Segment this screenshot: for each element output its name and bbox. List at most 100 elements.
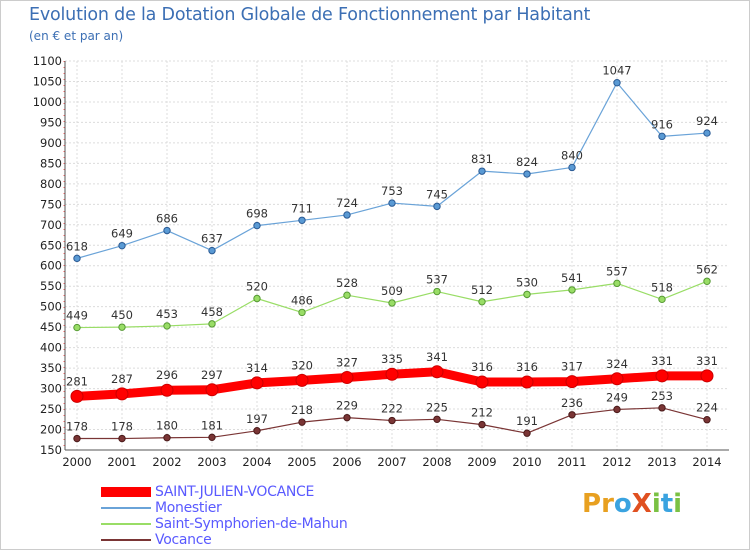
data-label: 317 xyxy=(561,360,583,374)
data-point xyxy=(700,369,714,383)
x-tick-label: 2010 xyxy=(512,455,541,469)
data-label: 840 xyxy=(561,148,583,162)
data-point xyxy=(475,375,489,389)
data-label: 320 xyxy=(291,358,313,372)
y-tick-label: 1000 xyxy=(33,95,62,109)
x-tick-label: 2004 xyxy=(242,455,271,469)
data-point xyxy=(388,299,396,307)
y-tick-label: 300 xyxy=(40,382,62,396)
y-tick-label: 400 xyxy=(40,341,62,355)
x-tick-label: 2001 xyxy=(107,455,136,469)
data-label: 924 xyxy=(696,114,718,128)
logo-letter: t xyxy=(660,489,674,519)
proxiti-logo: ProXiti xyxy=(582,489,682,519)
data-label: 224 xyxy=(696,401,718,415)
x-tick-label: 2014 xyxy=(692,455,721,469)
data-label: 335 xyxy=(381,352,403,366)
data-label: 178 xyxy=(66,420,88,434)
legend-item: Vocance xyxy=(101,532,347,548)
data-label: 512 xyxy=(471,283,493,297)
data-label: 649 xyxy=(111,227,133,241)
data-label: 530 xyxy=(516,275,538,289)
y-tick-label: 700 xyxy=(40,218,62,232)
data-point xyxy=(703,277,711,285)
data-label: 724 xyxy=(336,196,358,210)
data-point xyxy=(478,298,486,306)
data-label: 486 xyxy=(291,293,313,307)
legend-item: Saint-Symphorien-de-Mahun xyxy=(101,516,348,532)
data-point xyxy=(568,411,576,419)
data-label: 450 xyxy=(111,308,133,322)
data-point xyxy=(73,434,81,443)
x-tick-label: 2008 xyxy=(422,455,451,469)
y-tick-label: 950 xyxy=(40,115,62,129)
data-point xyxy=(433,415,441,423)
data-label: 212 xyxy=(471,406,493,420)
data-point xyxy=(613,405,621,414)
data-point xyxy=(163,322,171,330)
data-label: 249 xyxy=(606,390,628,404)
x-tick-label: 2007 xyxy=(377,455,406,469)
data-point xyxy=(298,216,306,224)
data-point xyxy=(388,416,396,425)
x-tick-label: 2012 xyxy=(602,455,631,469)
data-label: 341 xyxy=(426,350,448,364)
data-label: 449 xyxy=(66,309,88,323)
chart-subtitle: (en € et par an) xyxy=(29,29,124,43)
data-point xyxy=(163,434,171,442)
y-tick-label: 1100 xyxy=(33,54,62,68)
data-label: 831 xyxy=(471,152,493,166)
data-point xyxy=(208,246,216,255)
data-label: 557 xyxy=(606,264,628,278)
data-point xyxy=(253,294,261,303)
data-point xyxy=(658,295,666,304)
legend-label: Saint-Symphorien-de-Mahun xyxy=(155,516,348,532)
data-point xyxy=(433,287,441,296)
data-label: 745 xyxy=(426,187,448,201)
legend-swatch xyxy=(101,523,151,525)
y-tick-label: 850 xyxy=(40,156,62,170)
data-point xyxy=(208,320,216,328)
data-label: 218 xyxy=(291,403,313,417)
legend-label: Vocance xyxy=(155,532,212,548)
data-point xyxy=(433,202,441,211)
y-tick-label: 200 xyxy=(40,423,62,437)
legend-swatch xyxy=(101,539,151,541)
data-point xyxy=(253,221,261,230)
data-label: 287 xyxy=(111,372,133,386)
data-point xyxy=(118,241,126,250)
y-tick-label: 600 xyxy=(40,259,62,273)
data-point xyxy=(523,429,531,437)
data-label: 453 xyxy=(156,307,178,321)
data-label: 180 xyxy=(156,419,178,433)
data-label: 314 xyxy=(246,361,268,375)
data-label: 637 xyxy=(201,232,223,246)
data-point xyxy=(343,291,351,299)
data-label: 562 xyxy=(696,262,718,276)
data-point xyxy=(208,433,216,442)
data-label: 520 xyxy=(246,279,268,293)
data-label: 753 xyxy=(381,184,403,198)
logo-letter: X xyxy=(631,489,652,519)
x-tick-label: 2002 xyxy=(152,455,181,469)
data-label: 824 xyxy=(516,155,538,169)
data-label: 458 xyxy=(201,305,223,319)
data-label: 324 xyxy=(606,357,628,371)
data-label: 528 xyxy=(336,276,358,290)
data-label: 225 xyxy=(426,400,448,414)
legend-swatch xyxy=(101,507,151,509)
data-label: 331 xyxy=(651,354,673,368)
data-point xyxy=(160,383,174,397)
data-point xyxy=(703,415,711,424)
x-tick-label: 2005 xyxy=(287,455,316,469)
data-label: 618 xyxy=(66,239,88,253)
data-label: 191 xyxy=(516,414,538,428)
y-tick-label: 550 xyxy=(40,279,62,293)
y-tick-label: 250 xyxy=(40,402,62,416)
logo-letter: r xyxy=(601,489,614,519)
y-tick-label: 750 xyxy=(40,197,62,211)
data-point xyxy=(430,365,444,379)
data-label: 236 xyxy=(561,396,583,410)
